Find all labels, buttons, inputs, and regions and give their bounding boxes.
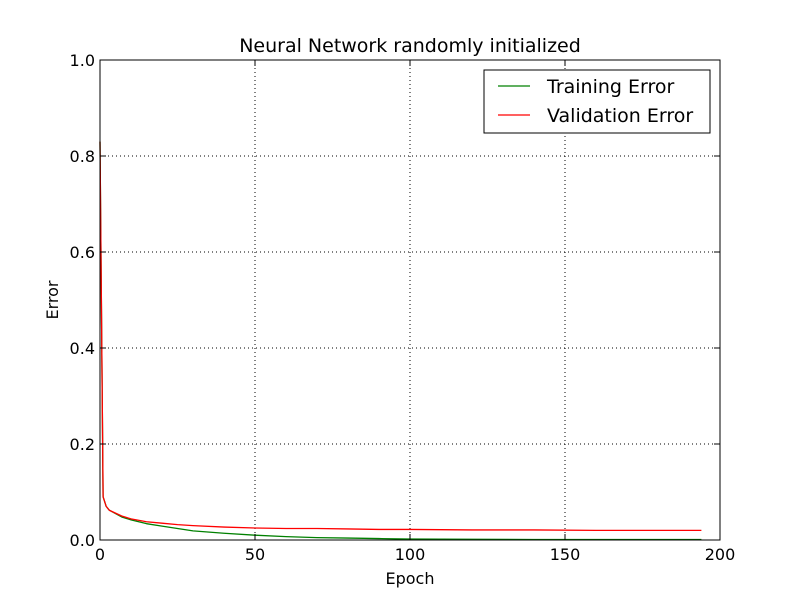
y-tick-label: 0.8 <box>70 147 95 166</box>
grid-lines <box>100 60 720 540</box>
x-tick-label: 50 <box>245 545 265 564</box>
legend: Training Error Validation Error <box>483 69 711 134</box>
y-tick-label: 0.4 <box>70 339 95 358</box>
x-axis-label: Epoch <box>386 569 435 588</box>
legend-label-training: Training Error <box>546 76 675 98</box>
y-axis-label: Error <box>43 280 62 319</box>
series-lines <box>99 141 702 541</box>
x-tick-label: 200 <box>705 545 736 564</box>
x-tick-label: 100 <box>395 545 426 564</box>
legend-label-validation: Validation Error <box>547 105 693 127</box>
y-tick-label: 0.2 <box>70 435 95 454</box>
y-tick-label: 0.6 <box>70 243 95 262</box>
y-tick-label: 0.0 <box>70 531 95 550</box>
chart-title: Neural Network randomly initialized <box>239 35 581 57</box>
axis-ticks: 0 50 100 150 200 0.0 0.2 0.4 0.6 0.8 1.0 <box>70 51 736 564</box>
legend-box <box>483 69 711 134</box>
validation-error-line <box>99 141 702 532</box>
y-tick-label: 1.0 <box>70 51 95 70</box>
x-tick-label: 0 <box>95 545 105 564</box>
x-tick-label: 150 <box>550 545 581 564</box>
